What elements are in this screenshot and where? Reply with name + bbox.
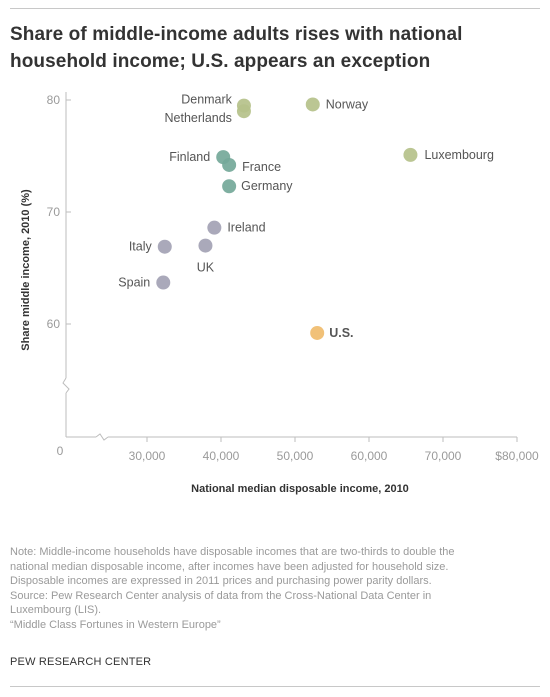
y-axis-break (62, 377, 70, 394)
chart-title: Share of middle-income adults rises with… (10, 21, 530, 75)
point-label-luxembourg: Luxembourg (424, 148, 494, 162)
y-axis-ticks: 60 70 80 (47, 93, 71, 331)
chart-title-line-2: household income; U.S. appears an except… (10, 51, 431, 72)
point-label-finland: Finland (169, 150, 210, 164)
x-tick-label: 50,000 (277, 449, 314, 463)
point-label-u-s: U.S. (329, 326, 353, 340)
x-axis-break (95, 433, 109, 441)
y-tick-label: 80 (47, 93, 61, 107)
point-label-uk: UK (197, 261, 215, 275)
point-u-s (310, 325, 325, 340)
brand-footer: PEW RESEARCH CENTER (10, 656, 152, 668)
chart-title-line-1: Share of middle-income adults rises with… (10, 24, 463, 45)
y-tick-label: 60 (47, 317, 61, 331)
note-line-4: Source: Pew Research Center analysis of … (10, 589, 432, 602)
x-axis-label: National median disposable income, 2010 (191, 483, 409, 495)
point-label-france: France (242, 160, 281, 174)
origin-label: 0 (57, 444, 64, 458)
x-tick-label: 30,000 (129, 449, 166, 463)
chart-axes (62, 92, 517, 441)
bottom-rule (10, 686, 540, 687)
point-label-germany: Germany (241, 179, 293, 193)
point-netherlands (236, 104, 251, 119)
point-ireland (207, 220, 222, 235)
note-line-1: Note: Middle-income households have disp… (10, 546, 455, 558)
point-spain (156, 275, 171, 290)
note-line-2: national median disposable income, after… (10, 560, 449, 573)
x-tick-label: $80,000 (495, 449, 539, 463)
point-luxembourg (403, 147, 418, 162)
x-axis-ticks: 30,000 40,000 50,000 60,000 70,000 $80,000 (129, 437, 539, 463)
top-rule (10, 8, 540, 9)
point-france (222, 157, 237, 172)
point-labels: Denmark Netherlands Norway Luxembourg Finlan… (118, 93, 494, 340)
point-label-denmark: Denmark (181, 93, 232, 107)
point-uk (198, 238, 213, 253)
x-tick-label: 70,000 (425, 449, 462, 463)
point-norway (305, 97, 320, 112)
y-tick-label: 70 (47, 205, 61, 219)
y-axis-label: Share middle income, 2010 (%) (20, 189, 32, 351)
point-italy (157, 239, 172, 254)
point-germany (222, 179, 237, 194)
point-label-ireland: Ireland (227, 221, 265, 235)
point-label-spain: Spain (118, 276, 150, 290)
note-line-5: Luxembourg (LIS). (10, 604, 102, 617)
note-line-6: “Middle Class Fortunes in Western Europe… (10, 618, 221, 631)
scatter-chart: 60 70 80 30,000 40,000 50,000 60,000 70,000 $80… (20, 92, 539, 495)
point-label-italy: Italy (129, 240, 153, 254)
point-label-netherlands: Netherlands (165, 111, 232, 125)
x-tick-label: 40,000 (203, 449, 240, 463)
chart-notes: Note: Middle-income households have disp… (10, 545, 545, 633)
point-label-norway: Norway (326, 97, 369, 111)
data-points (156, 97, 418, 340)
x-tick-label: 60,000 (351, 449, 388, 463)
note-line-3: Disposable incomes are expressed in 2011… (10, 575, 432, 588)
